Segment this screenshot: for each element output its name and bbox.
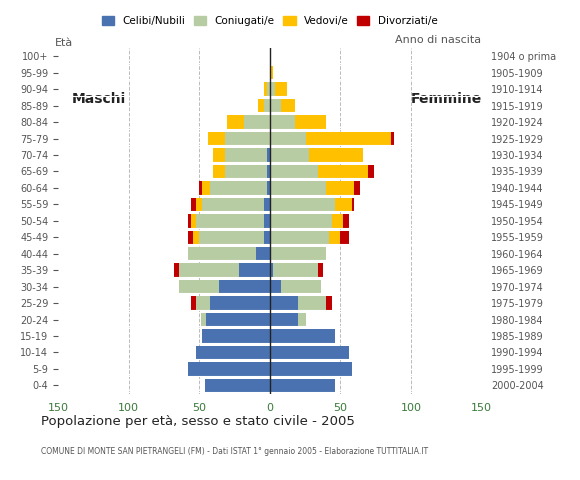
Bar bbox=[199, 230, 264, 244]
Bar bbox=[191, 214, 196, 228]
Bar bbox=[267, 181, 270, 194]
Bar bbox=[270, 198, 335, 211]
Bar bbox=[224, 148, 267, 162]
Bar bbox=[213, 165, 224, 178]
Bar bbox=[270, 83, 275, 96]
Bar bbox=[196, 296, 211, 310]
Bar bbox=[264, 198, 270, 211]
Bar bbox=[270, 346, 349, 359]
Bar bbox=[196, 198, 202, 211]
Bar bbox=[188, 214, 191, 228]
Bar bbox=[270, 99, 281, 112]
Bar bbox=[318, 165, 368, 178]
Bar bbox=[264, 83, 267, 96]
Text: Anno di nascita: Anno di nascita bbox=[396, 35, 481, 45]
Bar bbox=[208, 132, 224, 145]
Bar bbox=[270, 362, 351, 376]
Bar bbox=[306, 132, 391, 145]
Bar bbox=[270, 181, 326, 194]
Bar bbox=[224, 165, 267, 178]
Bar bbox=[196, 346, 270, 359]
Bar bbox=[326, 181, 354, 194]
Bar bbox=[179, 264, 238, 277]
Bar bbox=[267, 83, 270, 96]
Bar bbox=[259, 99, 264, 112]
Bar bbox=[270, 132, 306, 145]
Bar bbox=[196, 214, 264, 228]
Bar bbox=[270, 329, 335, 343]
Bar bbox=[201, 313, 206, 326]
Bar bbox=[270, 115, 295, 129]
Bar bbox=[211, 181, 267, 194]
Bar bbox=[281, 99, 295, 112]
Bar bbox=[224, 132, 270, 145]
Bar bbox=[309, 148, 363, 162]
Bar bbox=[354, 181, 360, 194]
Bar bbox=[188, 247, 256, 261]
Bar bbox=[270, 66, 273, 79]
Bar bbox=[256, 247, 270, 261]
Bar bbox=[343, 214, 349, 228]
Bar bbox=[270, 280, 281, 293]
Bar bbox=[244, 115, 270, 129]
Bar bbox=[391, 132, 394, 145]
Bar bbox=[270, 230, 329, 244]
Bar bbox=[351, 198, 354, 211]
Bar bbox=[199, 181, 202, 194]
Bar bbox=[270, 165, 318, 178]
Bar bbox=[270, 247, 326, 261]
Text: Popolazione per età, sesso e stato civile - 2005: Popolazione per età, sesso e stato civil… bbox=[41, 415, 354, 428]
Bar bbox=[270, 214, 332, 228]
Bar bbox=[206, 313, 270, 326]
Bar bbox=[267, 165, 270, 178]
Bar bbox=[191, 296, 196, 310]
Bar bbox=[174, 264, 179, 277]
Text: COMUNE DI MONTE SAN PIETRANGELI (FM) - Dati ISTAT 1° gennaio 2005 - Elaborazione: COMUNE DI MONTE SAN PIETRANGELI (FM) - D… bbox=[41, 446, 427, 456]
Bar bbox=[298, 313, 306, 326]
Bar bbox=[213, 148, 224, 162]
Bar bbox=[270, 313, 298, 326]
Bar bbox=[264, 230, 270, 244]
Text: Femmine: Femmine bbox=[411, 92, 482, 106]
Bar bbox=[332, 214, 343, 228]
Bar bbox=[340, 230, 349, 244]
Bar bbox=[264, 214, 270, 228]
Legend: Celibi/Nubili, Coniugati/e, Vedovi/e, Divorziati/e: Celibi/Nubili, Coniugati/e, Vedovi/e, Di… bbox=[97, 12, 442, 30]
Bar bbox=[188, 230, 194, 244]
Bar bbox=[329, 230, 340, 244]
Bar bbox=[281, 280, 321, 293]
Bar bbox=[238, 264, 270, 277]
Bar bbox=[202, 329, 270, 343]
Bar bbox=[270, 379, 335, 392]
Bar bbox=[264, 99, 270, 112]
Bar bbox=[335, 198, 351, 211]
Bar bbox=[219, 280, 270, 293]
Text: Maschi: Maschi bbox=[72, 92, 126, 106]
Bar bbox=[227, 115, 244, 129]
Bar bbox=[188, 362, 270, 376]
Bar bbox=[202, 198, 264, 211]
Bar bbox=[194, 230, 199, 244]
Bar bbox=[270, 264, 273, 277]
Bar bbox=[318, 264, 323, 277]
Bar bbox=[179, 280, 219, 293]
Bar bbox=[191, 198, 196, 211]
Bar bbox=[295, 115, 326, 129]
Bar bbox=[273, 264, 318, 277]
Bar bbox=[326, 296, 332, 310]
Bar bbox=[368, 165, 374, 178]
Text: Età: Età bbox=[55, 38, 74, 48]
Bar bbox=[270, 148, 309, 162]
Bar bbox=[202, 181, 211, 194]
Bar bbox=[276, 83, 287, 96]
Bar bbox=[298, 296, 326, 310]
Bar bbox=[211, 296, 270, 310]
Bar bbox=[270, 296, 298, 310]
Bar bbox=[205, 379, 270, 392]
Bar bbox=[267, 148, 270, 162]
